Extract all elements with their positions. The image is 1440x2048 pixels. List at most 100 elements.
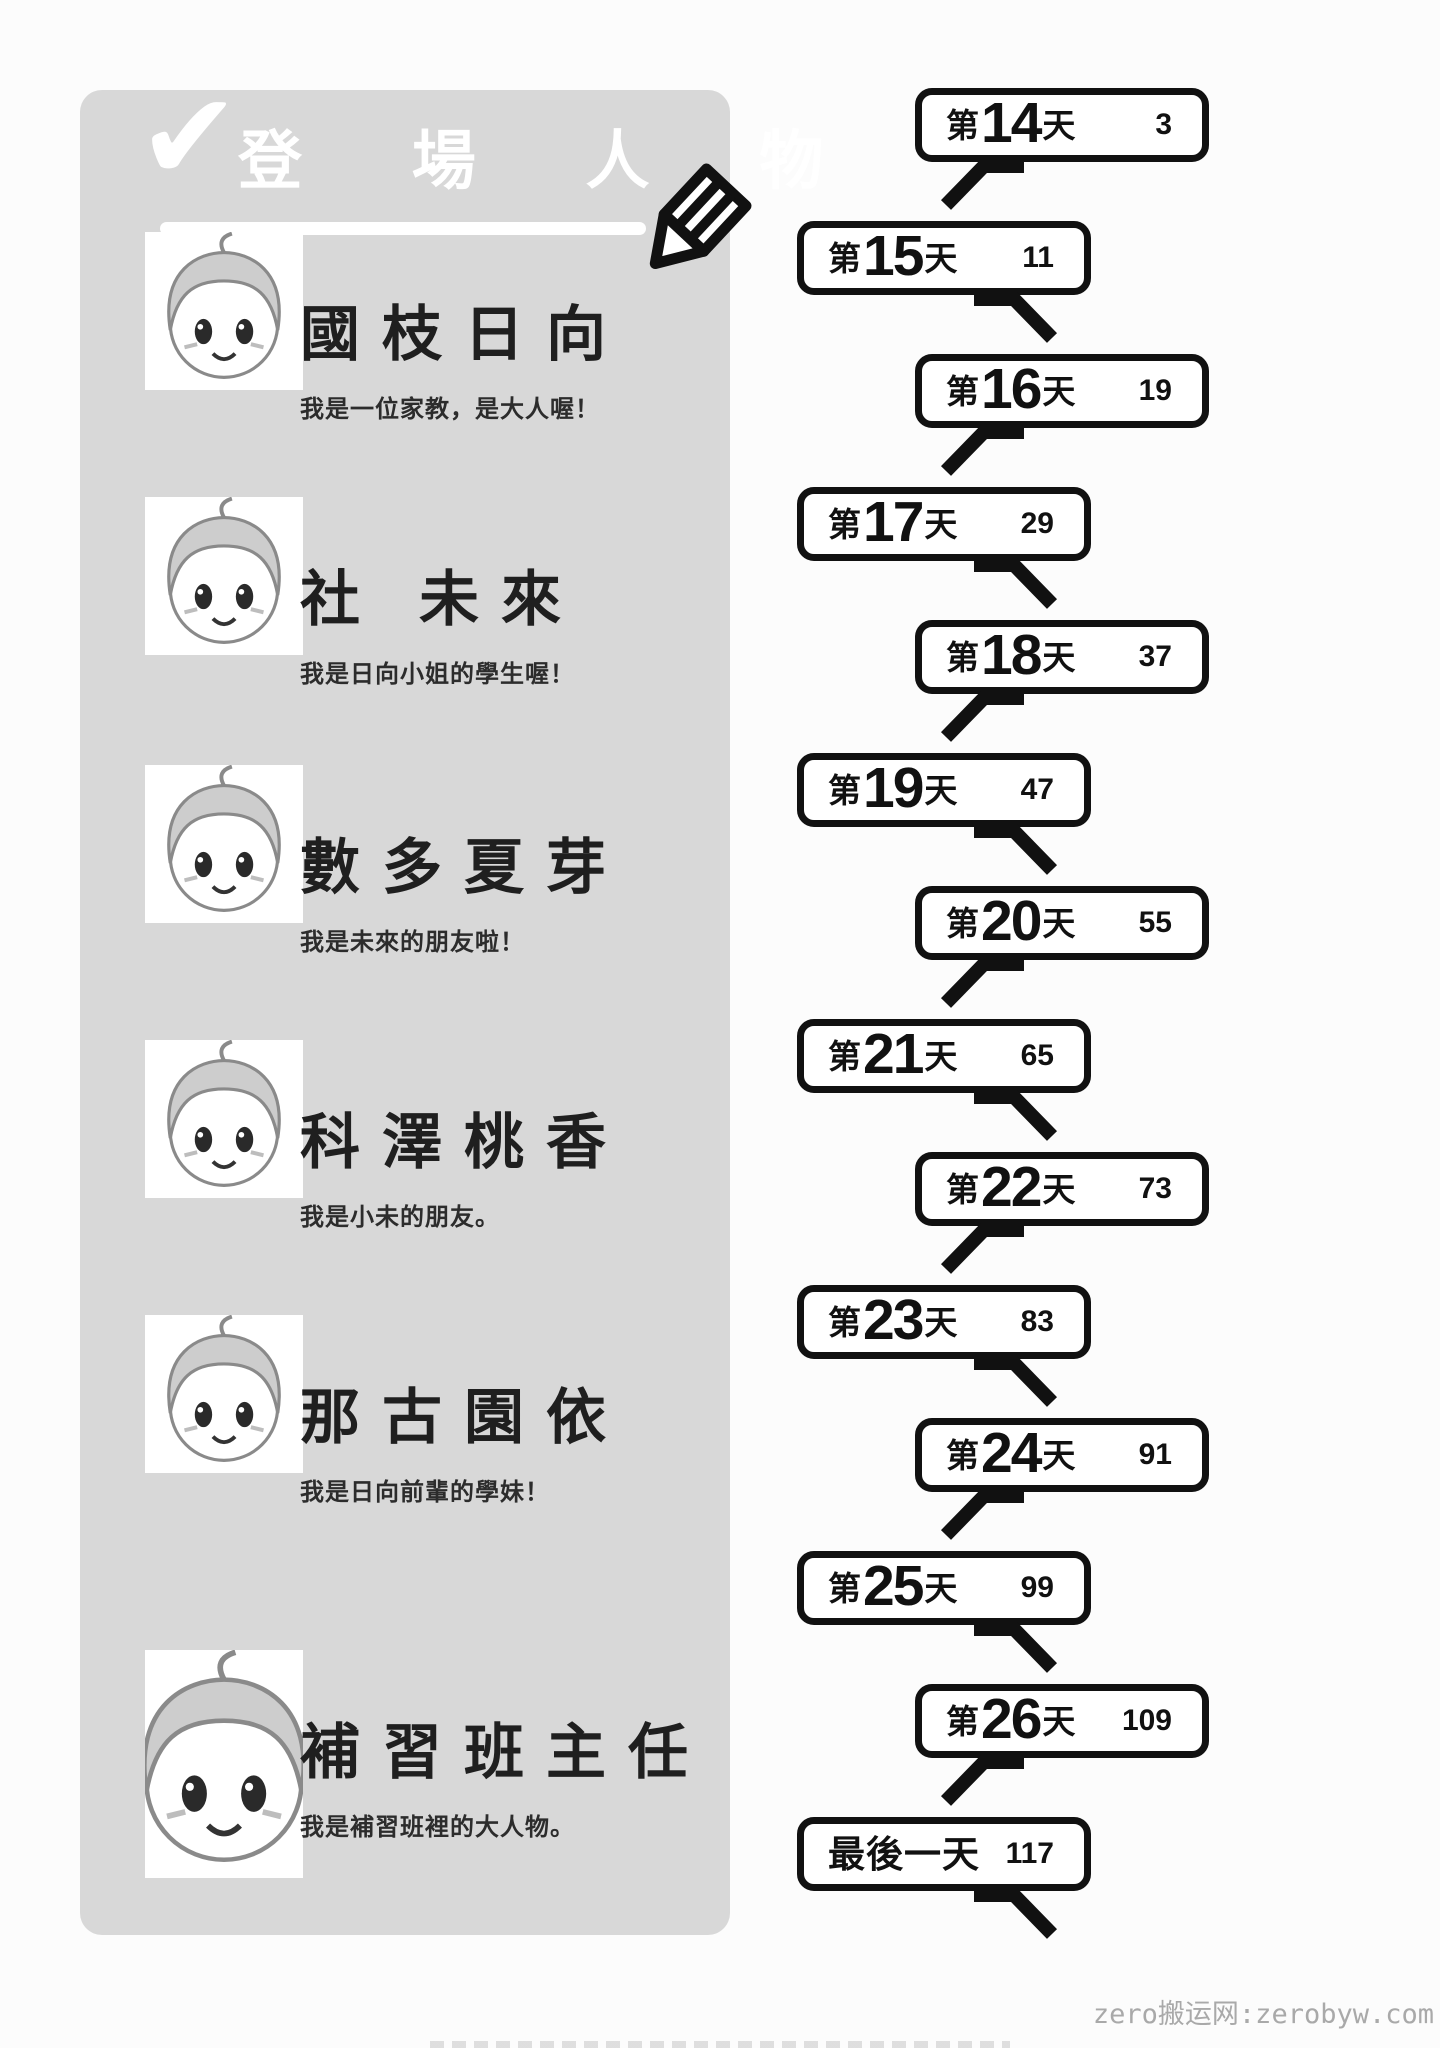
toc-entry-prefix: 第 (828, 239, 861, 277)
toc-entry-suffix: 天 (1042, 372, 1076, 410)
character-name: 科澤桃香 (300, 1110, 628, 1176)
bubble-tail-icon (974, 824, 1058, 875)
check-icon: ✔ (138, 66, 241, 208)
character-description: 我是一位家教，是大人喔！ (300, 396, 600, 423)
character-description: 我是補習班裡的大人物。 (300, 1814, 575, 1841)
character-text: 數多夏芽 我是未來的朋友啦！ (300, 765, 720, 957)
toc-entry-day-number: 26 (981, 1686, 1042, 1751)
portrait-placeholder-face (167, 232, 281, 379)
toc-entry-day-number: 19 (863, 755, 924, 820)
toc-entry: 第 19 天 47 (797, 753, 1091, 875)
toc-entry-page-number: 83 (1020, 1305, 1054, 1338)
character-portrait (145, 1650, 303, 1878)
toc-entry-day-number: 15 (863, 223, 924, 288)
bubble-tail-icon (974, 292, 1058, 343)
character-portrait (145, 232, 303, 390)
toc-entry: 第 15 天 11 (797, 221, 1091, 343)
toc-entry-day-number: 22 (981, 1154, 1042, 1219)
character-portrait (145, 1315, 303, 1473)
toc-entry-prefix: 第 (828, 1303, 861, 1341)
toc-entry: 第 20 天 55 (915, 886, 1209, 1008)
toc-entry-label: 最後一天 (828, 1833, 980, 1875)
toc-entry-prefix: 第 (828, 1569, 861, 1607)
toc-entry: 最後一天 117 (797, 1817, 1091, 1939)
characters-panel: ✔ 登 場 人 物 (80, 76, 823, 1935)
toc-entry-day-number: 25 (863, 1553, 924, 1618)
toc-entry: 第 23 天 83 (797, 1285, 1091, 1407)
character-name: 那古園依 (300, 1385, 628, 1451)
toc-entry-prefix: 第 (946, 1702, 979, 1740)
toc-entry-suffix: 天 (1042, 638, 1076, 676)
toc-entry: 第 21 天 65 (797, 1019, 1091, 1141)
toc-entry-day-number: 20 (981, 888, 1042, 953)
bubble-tail-icon (974, 1356, 1058, 1407)
toc-entry-page-number: 65 (1020, 1039, 1054, 1072)
bubble-tail-icon (940, 1489, 1024, 1540)
toc-entry-prefix: 第 (946, 1436, 979, 1474)
toc-entry-prefix: 第 (828, 771, 861, 809)
toc-entry: 第 14 天 3 (915, 88, 1209, 210)
toc-entry-suffix: 天 (1042, 904, 1076, 942)
toc-entry-page-number: 11 (1022, 241, 1054, 274)
character-description: 我是日向小姐的學生喔！ (300, 661, 575, 688)
watermark-text: zero搬运网:zerobyw.com (1092, 1999, 1434, 2030)
character-name: 數多夏芽 (300, 835, 628, 901)
toc-entry-day-number: 21 (863, 1021, 924, 1086)
toc-entry-suffix: 天 (924, 771, 958, 809)
toc-entry-day-number: 14 (981, 90, 1042, 155)
character-description: 我是未來的朋友啦！ (300, 929, 525, 956)
character-name: 社 未來 (300, 567, 583, 633)
toc-entry-prefix: 第 (946, 106, 979, 144)
toc-entry-suffix: 天 (1042, 106, 1076, 144)
character-portrait (145, 497, 303, 655)
toc-entry-page-number: 73 (1138, 1172, 1172, 1205)
character-description: 我是小未的朋友。 (300, 1204, 500, 1231)
toc-entry-day-number: 23 (863, 1287, 924, 1352)
toc-entry-page-number: 109 (1121, 1704, 1172, 1737)
bubble-tail-icon (940, 957, 1024, 1008)
toc-entry-suffix: 天 (924, 1303, 958, 1341)
toc-entry-page-number: 47 (1020, 773, 1054, 806)
character-text: 社 未來 我是日向小姐的學生喔！ (300, 497, 720, 689)
toc-entry-page-number: 29 (1020, 507, 1054, 540)
toc-entry-day-number: 18 (981, 622, 1042, 687)
toc-entry: 第 25 天 99 (797, 1551, 1091, 1673)
toc-entry-suffix: 天 (1042, 1702, 1076, 1740)
bubble-tail-icon (974, 558, 1058, 609)
toc-entry: 第 24 天 91 (915, 1418, 1209, 1540)
toc-entry-prefix: 第 (946, 1170, 979, 1208)
portrait-placeholder-face (167, 497, 281, 644)
toc-entry-suffix: 天 (924, 505, 958, 543)
portrait-placeholder-face (167, 765, 281, 912)
toc-entry: 第 22 天 73 (915, 1152, 1209, 1274)
bubble-tail-icon (974, 1888, 1058, 1939)
character-description: 我是日向前輩的學妹！ (300, 1479, 550, 1506)
bubble-tail-icon (940, 1755, 1024, 1806)
cut-off-footer-text (430, 2041, 1010, 2048)
portrait-placeholder-face (145, 1650, 303, 1863)
bubble-tail-icon (974, 1622, 1058, 1673)
bubble-tail-icon (940, 1223, 1024, 1274)
toc-entry-suffix: 天 (1042, 1436, 1076, 1474)
toc-entry-page-number: 3 (1155, 108, 1172, 141)
bubble-tail-icon (940, 425, 1024, 476)
toc-entry-suffix: 天 (1042, 1170, 1076, 1208)
bubble-tail-icon (974, 1090, 1058, 1141)
character-text: 補習班主任 我是補習班裡的大人物。 (300, 1650, 720, 1842)
character-portrait (145, 1040, 303, 1198)
character-portrait (145, 765, 303, 923)
toc-entry-day-number: 17 (863, 489, 924, 554)
portrait-placeholder-face (167, 1040, 281, 1187)
character-text: 國枝日向 我是一位家教，是大人喔！ (300, 232, 720, 424)
toc-entry-page-number: 19 (1138, 374, 1172, 407)
toc-entry: 第 18 天 37 (915, 620, 1209, 742)
toc-entry-prefix: 第 (828, 505, 861, 543)
toc-entry-suffix: 天 (924, 239, 958, 277)
toc-entry-prefix: 第 (946, 904, 979, 942)
toc-entry-page-number: 99 (1020, 1571, 1054, 1604)
toc-entry-page-number: 117 (1005, 1837, 1054, 1870)
toc-entry-prefix: 第 (828, 1037, 861, 1075)
pencil-icon (649, 163, 752, 270)
character-text: 那古園依 我是日向前輩的學妹！ (300, 1315, 720, 1507)
